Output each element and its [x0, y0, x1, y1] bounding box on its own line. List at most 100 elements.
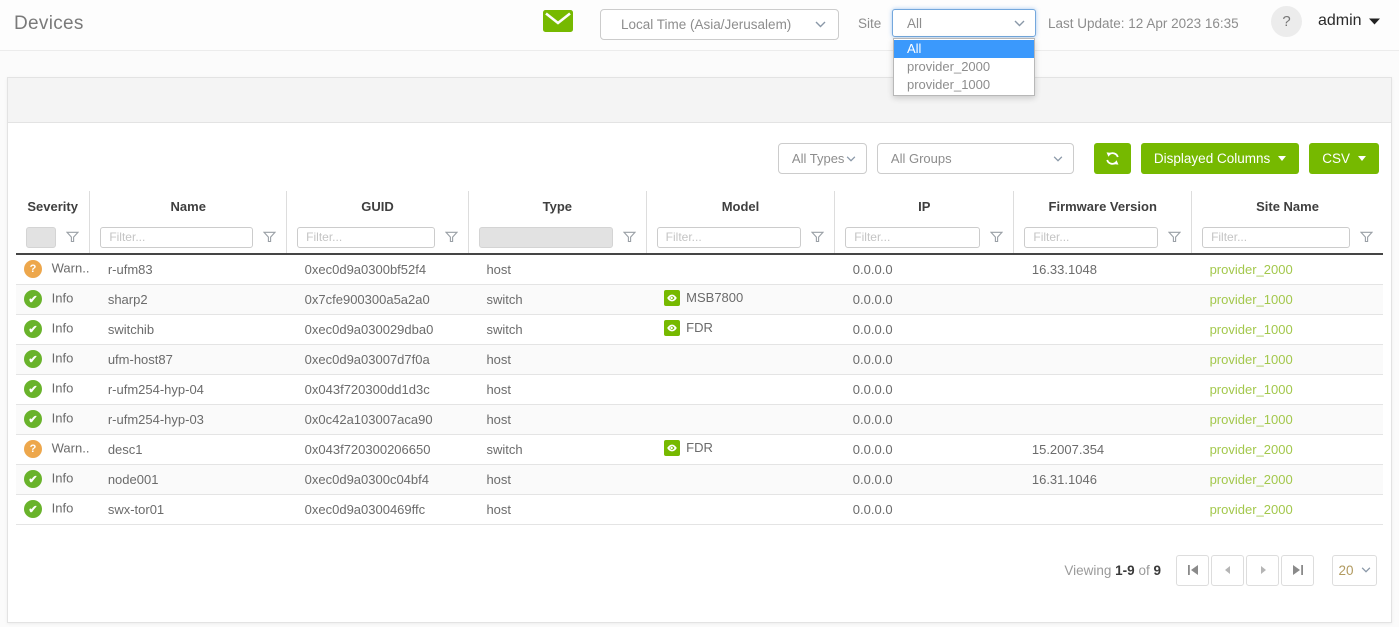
- table-row[interactable]: ✔ Info ufm-host87 0xec0d9a03007d7f0a hos…: [16, 344, 1383, 375]
- site-link[interactable]: provider_1000: [1209, 411, 1293, 427]
- first-page-button[interactable]: [1176, 554, 1209, 586]
- next-page-button[interactable]: [1246, 554, 1279, 586]
- column-header-firmware[interactable]: Firmware Version: [1013, 191, 1193, 221]
- viewing-total: 9: [1153, 562, 1161, 578]
- cell-guid: 0x7cfe900300a5a2a0: [304, 291, 430, 307]
- site-select[interactable]: All: [892, 9, 1036, 37]
- cell-guid: 0x0c42a103007aca90: [304, 411, 433, 427]
- severity-label: Info: [51, 320, 74, 336]
- table-row[interactable]: ✔ Info sharp2 0x7cfe900300a5a2a0 switch …: [16, 284, 1383, 315]
- cell-ip: 0.0.0.0: [852, 321, 893, 337]
- top-bar: Devices Local Time (Asia/Jerusalem) Site…: [0, 0, 1399, 96]
- types-filter-value: All Types: [791, 151, 845, 166]
- ip-filter-input[interactable]: [845, 226, 981, 248]
- cell-firmware: 16.33.1048: [1031, 261, 1097, 277]
- type-filter-disabled: [478, 226, 613, 248]
- column-header-site[interactable]: Site Name: [1256, 198, 1319, 214]
- last-page-button[interactable]: [1281, 554, 1314, 586]
- help-button[interactable]: ?: [1271, 6, 1302, 37]
- name-filter-input[interactable]: [100, 226, 254, 248]
- displayed-columns-button[interactable]: Displayed Columns: [1140, 143, 1300, 174]
- chevron-down-icon: [1053, 155, 1063, 162]
- cell-ip: 0.0.0.0: [852, 261, 893, 277]
- mail-button[interactable]: [543, 10, 573, 37]
- displayed-columns-label: Displayed Columns: [1153, 151, 1271, 166]
- groups-filter-select[interactable]: All Groups: [876, 143, 1074, 174]
- timezone-value: Local Time (Asia/Jerusalem): [621, 17, 792, 32]
- cell-name: ufm-host87: [107, 351, 173, 367]
- column-header-model[interactable]: Model: [646, 191, 836, 221]
- cell-ip: 0.0.0.0: [852, 441, 893, 457]
- severity-icon: ?: [24, 440, 42, 458]
- funnel-icon[interactable]: [66, 231, 80, 243]
- site-link[interactable]: provider_2000: [1209, 441, 1293, 457]
- table-row[interactable]: ? Warn... desc1 0x043f720300206650 switc…: [16, 434, 1383, 465]
- funnel-icon[interactable]: [1360, 231, 1373, 243]
- severity-label: Info: [51, 380, 74, 396]
- site-filter-input[interactable]: [1202, 226, 1350, 248]
- device-table-body: ? Warn... r-ufm83 0xec0d9a0300bf52f4 hos…: [16, 253, 1383, 525]
- cell-name: swx-tor01: [107, 501, 165, 517]
- table-row[interactable]: ✔ Info node001 0xec0d9a0300c04bf4 host 0…: [16, 464, 1383, 495]
- envelope-icon: [543, 10, 573, 32]
- column-header-name[interactable]: Name: [89, 191, 288, 221]
- cell-name: desc1: [107, 441, 143, 457]
- site-select-value: All: [907, 15, 923, 31]
- timezone-select[interactable]: Local Time (Asia/Jerusalem): [600, 9, 839, 40]
- table-row[interactable]: ✔ Info swx-tor01 0xec0d9a0300469ffc host…: [16, 494, 1383, 525]
- column-header-ip[interactable]: IP: [834, 191, 1015, 221]
- table-filter-row: [16, 221, 1383, 254]
- previous-page-icon: [1224, 566, 1230, 574]
- severity-label: Info: [51, 470, 74, 486]
- viewing-range: 1-9: [1115, 562, 1135, 578]
- site-option[interactable]: provider_2000: [907, 59, 991, 74]
- types-filter-select[interactable]: All Types: [777, 143, 867, 174]
- funnel-icon[interactable]: [263, 231, 277, 243]
- caret-down-icon: [1368, 18, 1380, 24]
- column-header-type[interactable]: Type: [468, 191, 647, 221]
- firmware-filter-input[interactable]: [1024, 226, 1159, 248]
- funnel-icon[interactable]: [444, 231, 458, 243]
- column-header-guid[interactable]: GUID: [286, 191, 469, 221]
- column-header-severity[interactable]: Severity: [16, 191, 91, 221]
- site-link[interactable]: provider_1000: [1209, 351, 1293, 367]
- caret-down-icon: [1358, 156, 1366, 161]
- previous-page-button[interactable]: [1211, 554, 1244, 586]
- panel-header-strip: [8, 78, 1391, 123]
- severity-label: Info: [51, 350, 74, 366]
- table-row[interactable]: ✔ Info switchib 0xec0d9a030029dba0 switc…: [16, 314, 1383, 345]
- funnel-icon[interactable]: [811, 231, 825, 243]
- guid-filter-input[interactable]: [297, 226, 435, 248]
- caret-down-icon: [1278, 156, 1287, 161]
- user-menu[interactable]: admin: [1318, 12, 1380, 30]
- cell-firmware: 15.2007.354: [1031, 441, 1105, 457]
- next-page-icon: [1260, 566, 1266, 574]
- cell-type: host: [486, 261, 512, 277]
- refresh-button[interactable]: [1093, 143, 1131, 174]
- table-row[interactable]: ✔ Info r-ufm254-hyp-04 0x043f720300dd1d3…: [16, 374, 1383, 405]
- cell-model: FDR: [686, 320, 713, 335]
- devices-table: Severity Name GUID Type Model IP Firmwar…: [16, 191, 1383, 525]
- site-link[interactable]: provider_2000: [1209, 471, 1293, 487]
- table-row[interactable]: ✔ Info r-ufm254-hyp-03 0x0c42a103007aca9…: [16, 404, 1383, 435]
- site-link[interactable]: provider_1000: [1209, 291, 1293, 307]
- funnel-icon[interactable]: [622, 231, 636, 243]
- cell-type: switch: [486, 321, 523, 337]
- funnel-icon[interactable]: [1168, 231, 1182, 243]
- site-link[interactable]: provider_2000: [1209, 501, 1293, 517]
- page-title: Devices: [14, 13, 84, 34]
- site-option[interactable]: All: [894, 40, 1034, 58]
- page-size-select[interactable]: 20: [1332, 554, 1377, 586]
- severity-icon: ✔: [24, 320, 42, 338]
- site-option[interactable]: provider_1000: [907, 77, 991, 92]
- funnel-icon[interactable]: [990, 231, 1004, 243]
- severity-filter-disabled: [26, 226, 57, 248]
- csv-button[interactable]: CSV: [1309, 143, 1379, 174]
- site-link[interactable]: provider_1000: [1209, 381, 1293, 397]
- site-link[interactable]: provider_1000: [1209, 321, 1293, 337]
- site-link[interactable]: provider_2000: [1209, 261, 1293, 277]
- table-row[interactable]: ? Warn... r-ufm83 0xec0d9a0300bf52f4 hos…: [16, 253, 1383, 285]
- cell-type: host: [486, 471, 512, 487]
- model-filter-input[interactable]: [656, 226, 802, 248]
- cell-ip: 0.0.0.0: [852, 471, 893, 487]
